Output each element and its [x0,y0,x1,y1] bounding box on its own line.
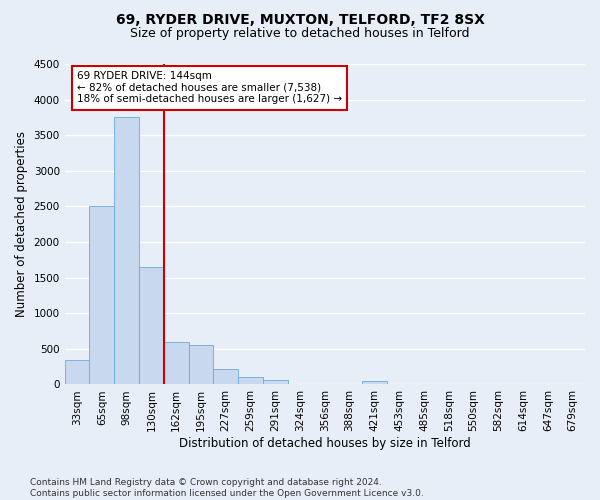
Bar [362,380,387,384]
Bar [89,206,114,384]
Bar [263,380,287,384]
Bar [164,342,188,384]
X-axis label: Distribution of detached houses by size in Telford: Distribution of detached houses by size … [179,437,471,450]
Text: 69 RYDER DRIVE: 144sqm
← 82% of detached houses are smaller (7,538)
18% of semi-: 69 RYDER DRIVE: 144sqm ← 82% of detached… [77,71,342,104]
Y-axis label: Number of detached properties: Number of detached properties [15,131,28,317]
Text: Contains HM Land Registry data © Crown copyright and database right 2024.
Contai: Contains HM Land Registry data © Crown c… [30,478,424,498]
Bar [214,369,238,384]
Bar [238,378,263,384]
Bar [65,360,89,384]
Bar [114,118,139,384]
Bar [139,267,164,384]
Text: Size of property relative to detached houses in Telford: Size of property relative to detached ho… [130,28,470,40]
Bar [188,346,214,385]
Text: 69, RYDER DRIVE, MUXTON, TELFORD, TF2 8SX: 69, RYDER DRIVE, MUXTON, TELFORD, TF2 8S… [116,12,484,26]
